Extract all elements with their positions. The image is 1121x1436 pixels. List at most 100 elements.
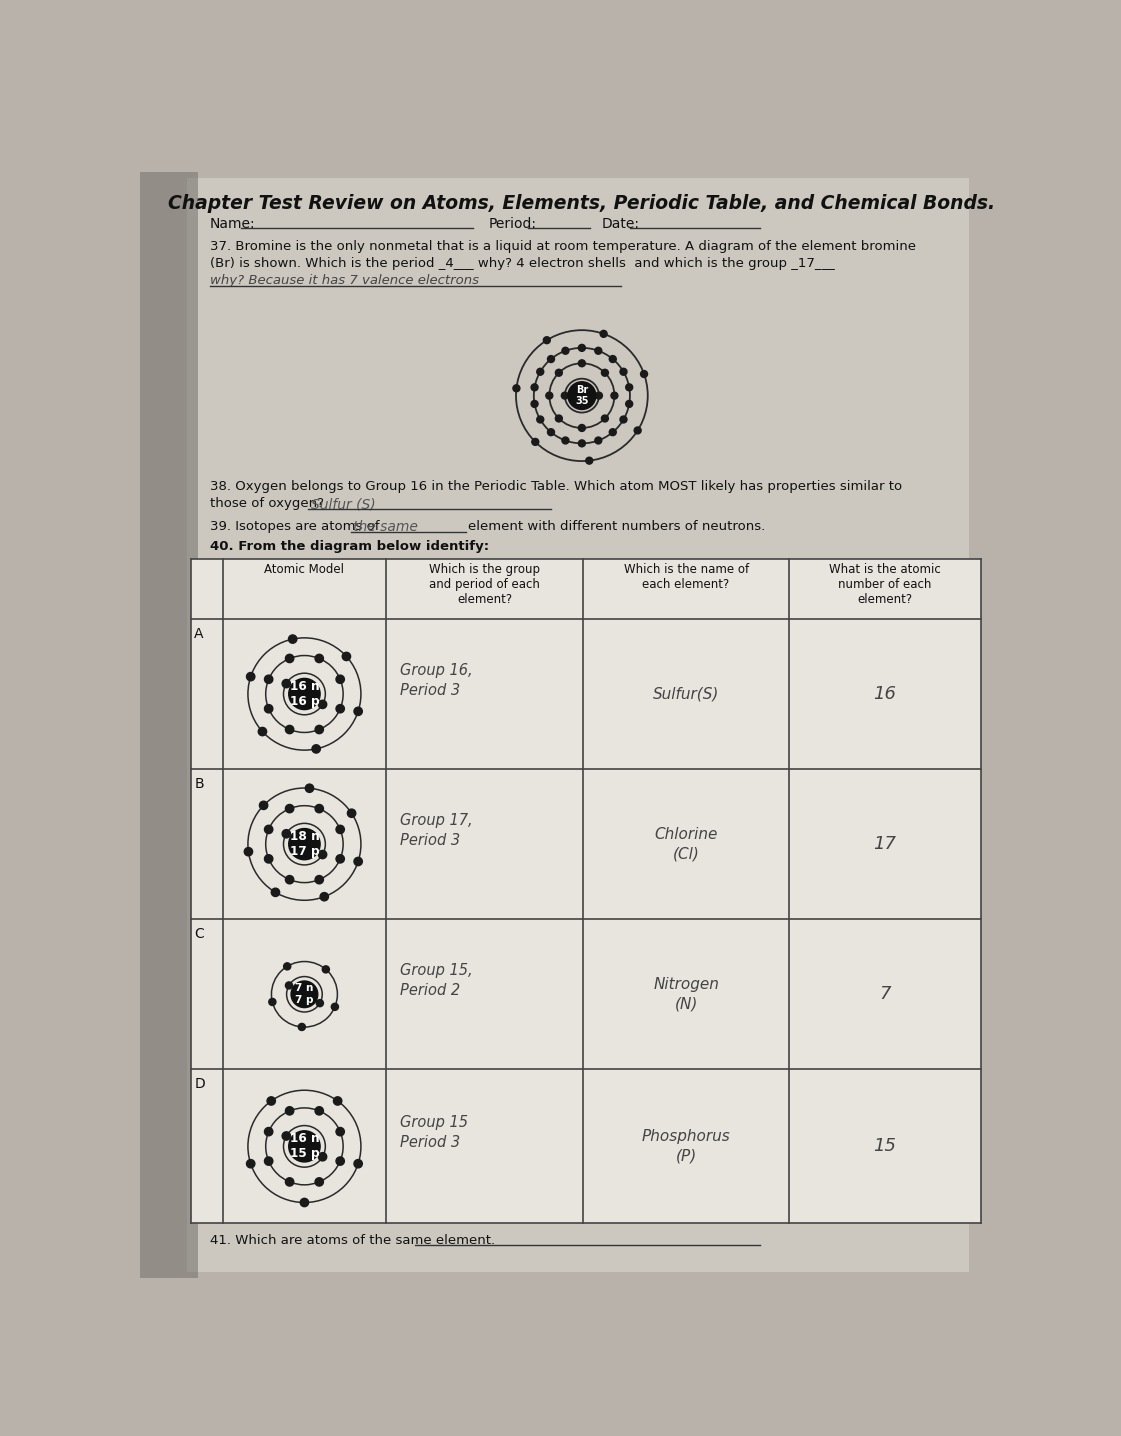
Text: Nitrogen
(N): Nitrogen (N) xyxy=(654,976,719,1012)
Text: A: A xyxy=(194,626,204,640)
Circle shape xyxy=(336,854,344,863)
Circle shape xyxy=(600,330,608,337)
Bar xyxy=(191,559,981,1223)
Circle shape xyxy=(282,679,290,688)
Circle shape xyxy=(286,804,294,813)
Text: 16 n
16 p: 16 n 16 p xyxy=(289,681,319,708)
Circle shape xyxy=(555,369,563,376)
Circle shape xyxy=(626,383,632,391)
Circle shape xyxy=(354,707,362,715)
Text: Group 17,
Period 3: Group 17, Period 3 xyxy=(400,813,472,847)
Circle shape xyxy=(291,981,317,1008)
Circle shape xyxy=(531,383,538,391)
Circle shape xyxy=(562,437,569,444)
Circle shape xyxy=(265,705,272,712)
Text: 16: 16 xyxy=(873,685,897,704)
Circle shape xyxy=(513,385,520,392)
Circle shape xyxy=(547,356,555,362)
Circle shape xyxy=(336,675,344,684)
Circle shape xyxy=(537,368,544,375)
Circle shape xyxy=(286,725,294,734)
Circle shape xyxy=(321,893,328,900)
Text: B: B xyxy=(194,777,204,791)
Circle shape xyxy=(562,392,568,399)
Circle shape xyxy=(286,1107,294,1114)
Circle shape xyxy=(610,356,617,362)
Circle shape xyxy=(336,705,344,712)
Circle shape xyxy=(316,999,324,1007)
Circle shape xyxy=(634,426,641,434)
Circle shape xyxy=(312,745,321,752)
Circle shape xyxy=(258,728,267,735)
Text: 17: 17 xyxy=(873,836,897,853)
Text: Phosphorus
(P): Phosphorus (P) xyxy=(641,1129,731,1163)
Circle shape xyxy=(640,370,648,378)
Circle shape xyxy=(336,1157,344,1165)
Circle shape xyxy=(601,369,609,376)
Circle shape xyxy=(544,336,550,343)
Circle shape xyxy=(265,1157,272,1165)
Circle shape xyxy=(562,348,569,355)
Text: Br
35: Br 35 xyxy=(575,385,589,406)
Text: D: D xyxy=(194,1077,205,1091)
Circle shape xyxy=(601,415,609,422)
Circle shape xyxy=(620,416,627,424)
Circle shape xyxy=(267,1097,276,1106)
Circle shape xyxy=(282,830,290,839)
Text: Chapter Test Review on Atoms, Elements, Periodic Table, and Chemical Bonds.: Chapter Test Review on Atoms, Elements, … xyxy=(168,194,995,213)
Circle shape xyxy=(568,382,596,409)
Text: 39. Isotopes are atoms of: 39. Isotopes are atoms of xyxy=(210,520,379,533)
Text: Name:: Name: xyxy=(210,217,256,231)
Circle shape xyxy=(578,425,585,431)
Circle shape xyxy=(336,1127,344,1136)
Text: 7 n
7 p: 7 n 7 p xyxy=(295,984,314,1005)
Circle shape xyxy=(578,439,585,447)
Circle shape xyxy=(288,635,297,643)
Bar xyxy=(140,172,198,1278)
Circle shape xyxy=(537,416,544,424)
Text: those of oxygen?: those of oxygen? xyxy=(210,497,324,510)
Circle shape xyxy=(282,1132,290,1140)
Circle shape xyxy=(555,415,563,422)
Circle shape xyxy=(244,847,252,856)
Circle shape xyxy=(354,857,362,866)
Circle shape xyxy=(578,345,585,352)
Circle shape xyxy=(286,655,294,662)
Circle shape xyxy=(336,826,344,833)
Text: Chlorine
(Cl): Chlorine (Cl) xyxy=(655,827,717,862)
Circle shape xyxy=(286,1178,294,1186)
Text: Which is the group
and period of each
element?: Which is the group and period of each el… xyxy=(429,563,540,606)
Circle shape xyxy=(298,1024,305,1031)
Circle shape xyxy=(289,1130,321,1162)
Circle shape xyxy=(547,429,555,435)
Circle shape xyxy=(531,438,539,445)
Circle shape xyxy=(265,854,272,863)
Circle shape xyxy=(289,678,321,709)
Circle shape xyxy=(269,998,276,1005)
Circle shape xyxy=(620,368,627,375)
Text: What is the atomic
number of each
element?: What is the atomic number of each elemen… xyxy=(830,563,941,606)
Circle shape xyxy=(318,850,326,859)
Circle shape xyxy=(286,982,293,989)
Circle shape xyxy=(315,655,324,662)
Circle shape xyxy=(300,1199,308,1206)
Text: Which is the name of
each element?: Which is the name of each element? xyxy=(623,563,749,592)
Circle shape xyxy=(265,826,272,833)
Circle shape xyxy=(595,392,602,399)
Text: Atomic Model: Atomic Model xyxy=(265,563,344,576)
Circle shape xyxy=(247,672,254,681)
Circle shape xyxy=(315,1178,324,1186)
Circle shape xyxy=(305,784,314,793)
Text: 18 n
17 p: 18 n 17 p xyxy=(289,830,319,859)
Circle shape xyxy=(247,1159,254,1167)
Text: (Br) is shown. Which is the period _4___ why? 4 electron shells  and which is th: (Br) is shown. Which is the period _4___… xyxy=(210,257,835,270)
Text: the same: the same xyxy=(353,520,418,534)
Text: 38. Oxygen belongs to Group 16 in the Periodic Table. Which atom MOST likely has: 38. Oxygen belongs to Group 16 in the Pe… xyxy=(210,480,902,494)
Text: 15: 15 xyxy=(873,1137,897,1156)
Text: Sulfur (S): Sulfur (S) xyxy=(311,497,376,511)
Text: Period:: Period: xyxy=(489,217,537,231)
Circle shape xyxy=(289,829,321,860)
Text: 7: 7 xyxy=(879,985,891,1004)
Text: Sulfur(S): Sulfur(S) xyxy=(652,686,720,702)
Circle shape xyxy=(348,808,355,817)
